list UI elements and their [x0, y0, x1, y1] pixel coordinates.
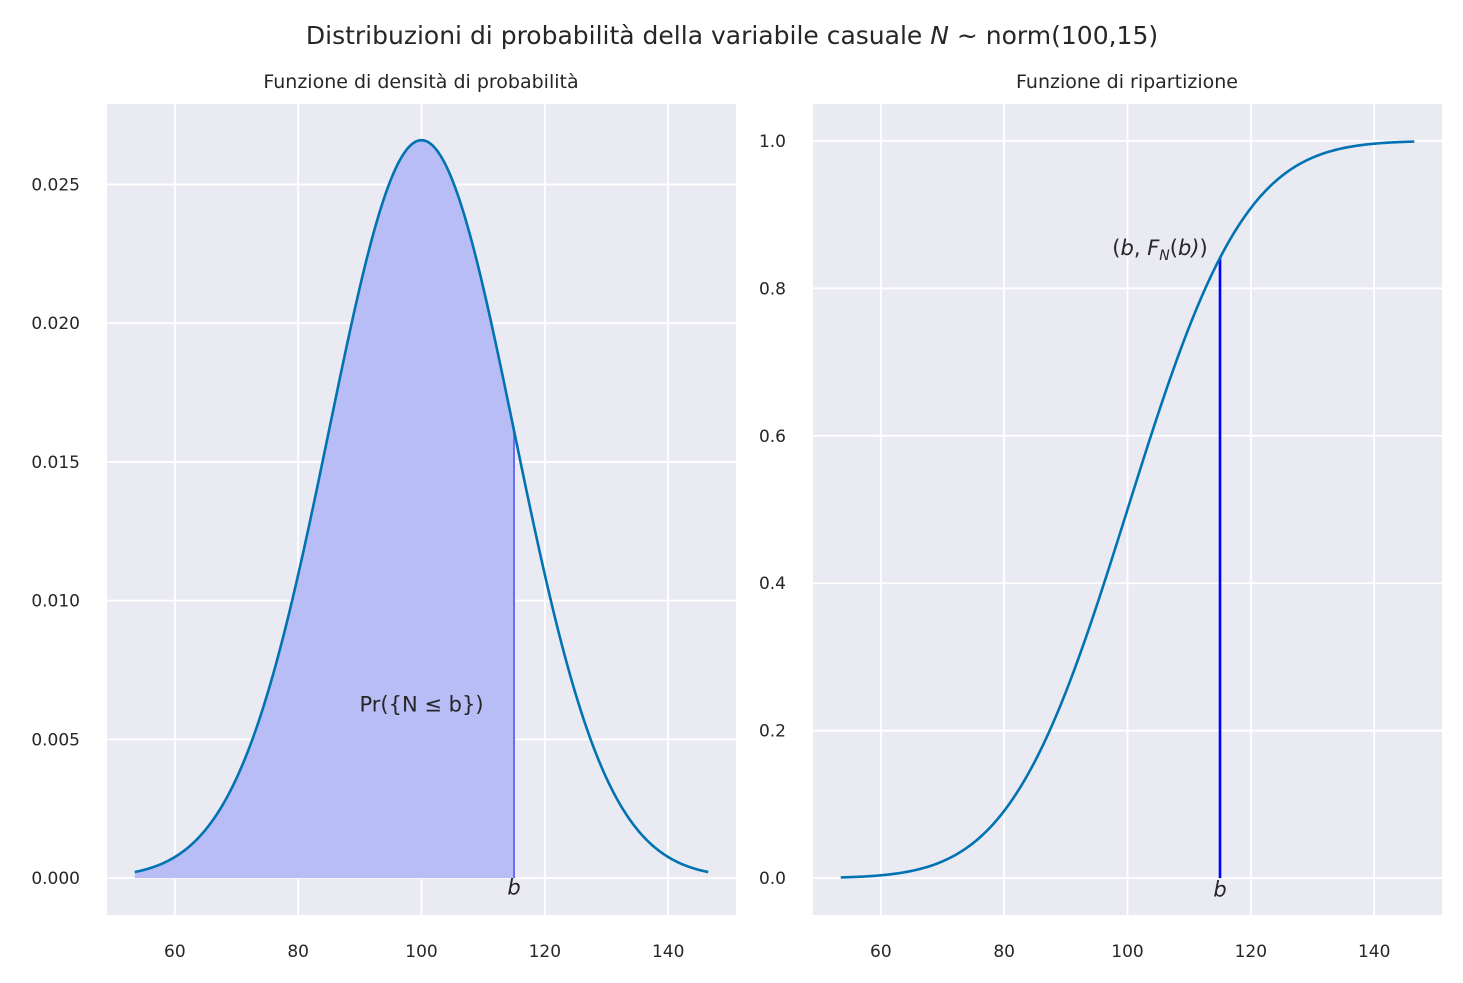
- ax1-x-tick-label: 100: [405, 942, 437, 962]
- ax1-y-tick-label: 0.000: [31, 869, 80, 889]
- ax1-y-tick-label: 0.010: [31, 592, 80, 612]
- pdf-probability-annotation: Pr({N ≤ b}): [359, 692, 483, 716]
- ax1-x-tick-label: 140: [652, 942, 684, 962]
- ax2-x-tick-label: 60: [870, 942, 892, 962]
- ax2-x-tick-label: 80: [993, 942, 1015, 962]
- pdf-tick-labels: 60 80 100 120 140 0.000 0.005 0.010 0.015 0.020 0.…: [31, 175, 684, 962]
- ax1-x-tick-label: 80: [287, 942, 309, 962]
- ax1-y-tick-label: 0.025: [31, 175, 80, 195]
- ax2-y-tick-label: 0.0: [759, 869, 786, 889]
- cdf-point-annotation: (b, FN(b)): [1112, 236, 1207, 264]
- ax1-y-tick-label: 0.015: [31, 453, 80, 473]
- ax2-x-tick-label: 140: [1358, 942, 1390, 962]
- ax2-y-tick-label: 0.4: [759, 574, 786, 594]
- ax2-x-tick-label: 120: [1235, 942, 1267, 962]
- cdf-chart: 60 80 100 120 140 0.0 0.2 0.4 0.6 0.8 1.0 Funzione…: [759, 71, 1442, 962]
- figure-title: Distribuzioni di probabilità della varia…: [306, 21, 1158, 50]
- ax1-y-tick-label: 0.020: [31, 314, 80, 334]
- ax2-y-tick-label: 0.8: [759, 279, 786, 299]
- cdf-tick-labels: 60 80 100 120 140 0.0 0.2 0.4 0.6 0.8 1.0: [759, 132, 1390, 962]
- ax2-y-tick-label: 0.2: [759, 722, 786, 742]
- pdf-curve: [134, 138, 709, 874]
- ax2-x-tick-label: 100: [1111, 942, 1143, 962]
- cdf-b-label: b: [1213, 877, 1226, 901]
- pdf-chart: 60 80 100 120 140 0.000 0.005 0.010 0.015 0.020 0.…: [31, 71, 736, 962]
- pdf-title: Funzione di densità di probabilità: [263, 71, 578, 93]
- pdf-shaded-area: [134, 140, 514, 879]
- cdf-title: Funzione di ripartizione: [1016, 71, 1238, 93]
- ax1-x-tick-label: 60: [164, 942, 186, 962]
- cdf-curve: [840, 140, 1415, 879]
- pdf-b-label: b: [507, 875, 520, 899]
- ax1-x-tick-label: 120: [529, 942, 561, 962]
- ax2-y-tick-label: 0.6: [759, 427, 786, 447]
- ax1-y-tick-label: 0.005: [31, 730, 80, 750]
- ax2-y-tick-label: 1.0: [759, 132, 786, 152]
